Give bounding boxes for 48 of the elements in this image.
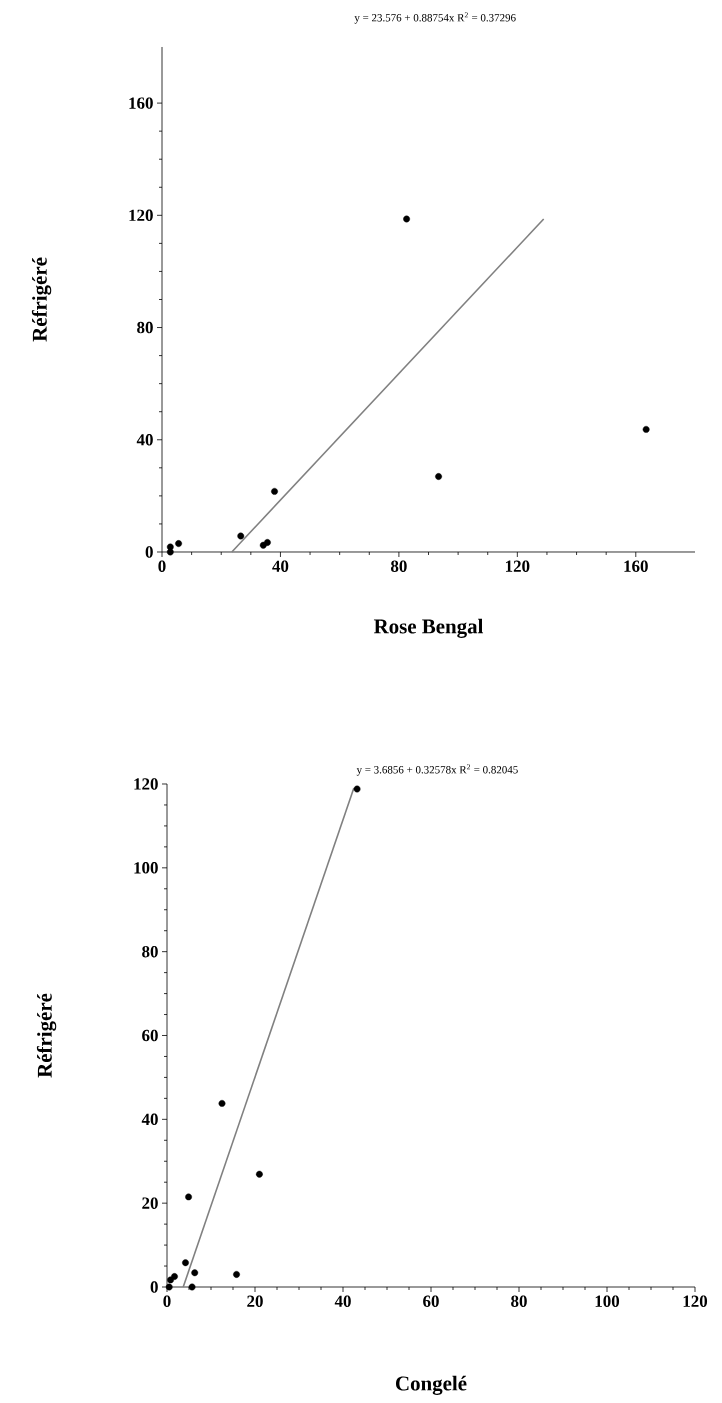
x-tick-label: 20 xyxy=(247,1295,263,1307)
point xyxy=(237,532,245,540)
y-axis-title: Réfrigéré xyxy=(31,257,52,342)
chart-title: y = 23.576 + 0.88754x R$^{2}$ = 0.37296 xyxy=(354,12,516,24)
y-tick-label: 120 xyxy=(129,209,153,222)
x-axis-title: Congelé xyxy=(395,1375,467,1395)
y-tick-label: 0 xyxy=(145,546,153,558)
x-tick-label: 80 xyxy=(511,1295,527,1307)
point xyxy=(185,1193,192,1201)
point xyxy=(182,1259,189,1267)
y-tick-label: 100 xyxy=(134,862,158,874)
x-tick-label: 40 xyxy=(272,560,289,572)
point xyxy=(188,1283,196,1291)
point xyxy=(175,540,182,547)
x-tick-label: 0 xyxy=(158,560,166,572)
x-tick-label: 120 xyxy=(506,560,530,572)
x-tick-label: 40 xyxy=(334,1295,351,1307)
point xyxy=(256,1170,263,1178)
x-tick-label: 120 xyxy=(683,1295,708,1307)
y-axis-title: Réfrigéré xyxy=(36,993,57,1078)
point xyxy=(233,1271,240,1278)
y-tick-label: 160 xyxy=(129,97,153,109)
y-tick-label: 80 xyxy=(142,945,158,958)
point xyxy=(642,425,650,433)
y-tick-label: 60 xyxy=(142,1029,158,1042)
point xyxy=(166,548,174,556)
x-tick-label: 60 xyxy=(423,1295,439,1307)
x-tick-label: 0 xyxy=(163,1295,171,1307)
point xyxy=(171,1273,178,1280)
point xyxy=(353,785,361,793)
y-tick-label: 40 xyxy=(136,434,153,446)
x-axis-title: Rose Bengal xyxy=(373,618,484,638)
y-tick-label: 120 xyxy=(134,778,158,790)
point xyxy=(435,473,442,480)
point xyxy=(191,1269,199,1277)
point xyxy=(264,539,271,546)
x-tick-label: 100 xyxy=(595,1295,620,1307)
x-tick-label: 160 xyxy=(624,560,648,572)
point xyxy=(218,1100,226,1107)
point xyxy=(165,1283,173,1291)
y-tick-label: 0 xyxy=(150,1281,158,1293)
y-tick-label: 20 xyxy=(142,1197,158,1209)
y-tick-label: 40 xyxy=(141,1113,158,1126)
point xyxy=(271,487,278,495)
x-tick-label: 80 xyxy=(390,560,407,572)
point xyxy=(403,215,410,223)
y-tick-label: 80 xyxy=(137,321,153,334)
chart-title: y = 3.6856 + 0.32578x R$^{2}$ = 0.82045 xyxy=(356,764,518,776)
